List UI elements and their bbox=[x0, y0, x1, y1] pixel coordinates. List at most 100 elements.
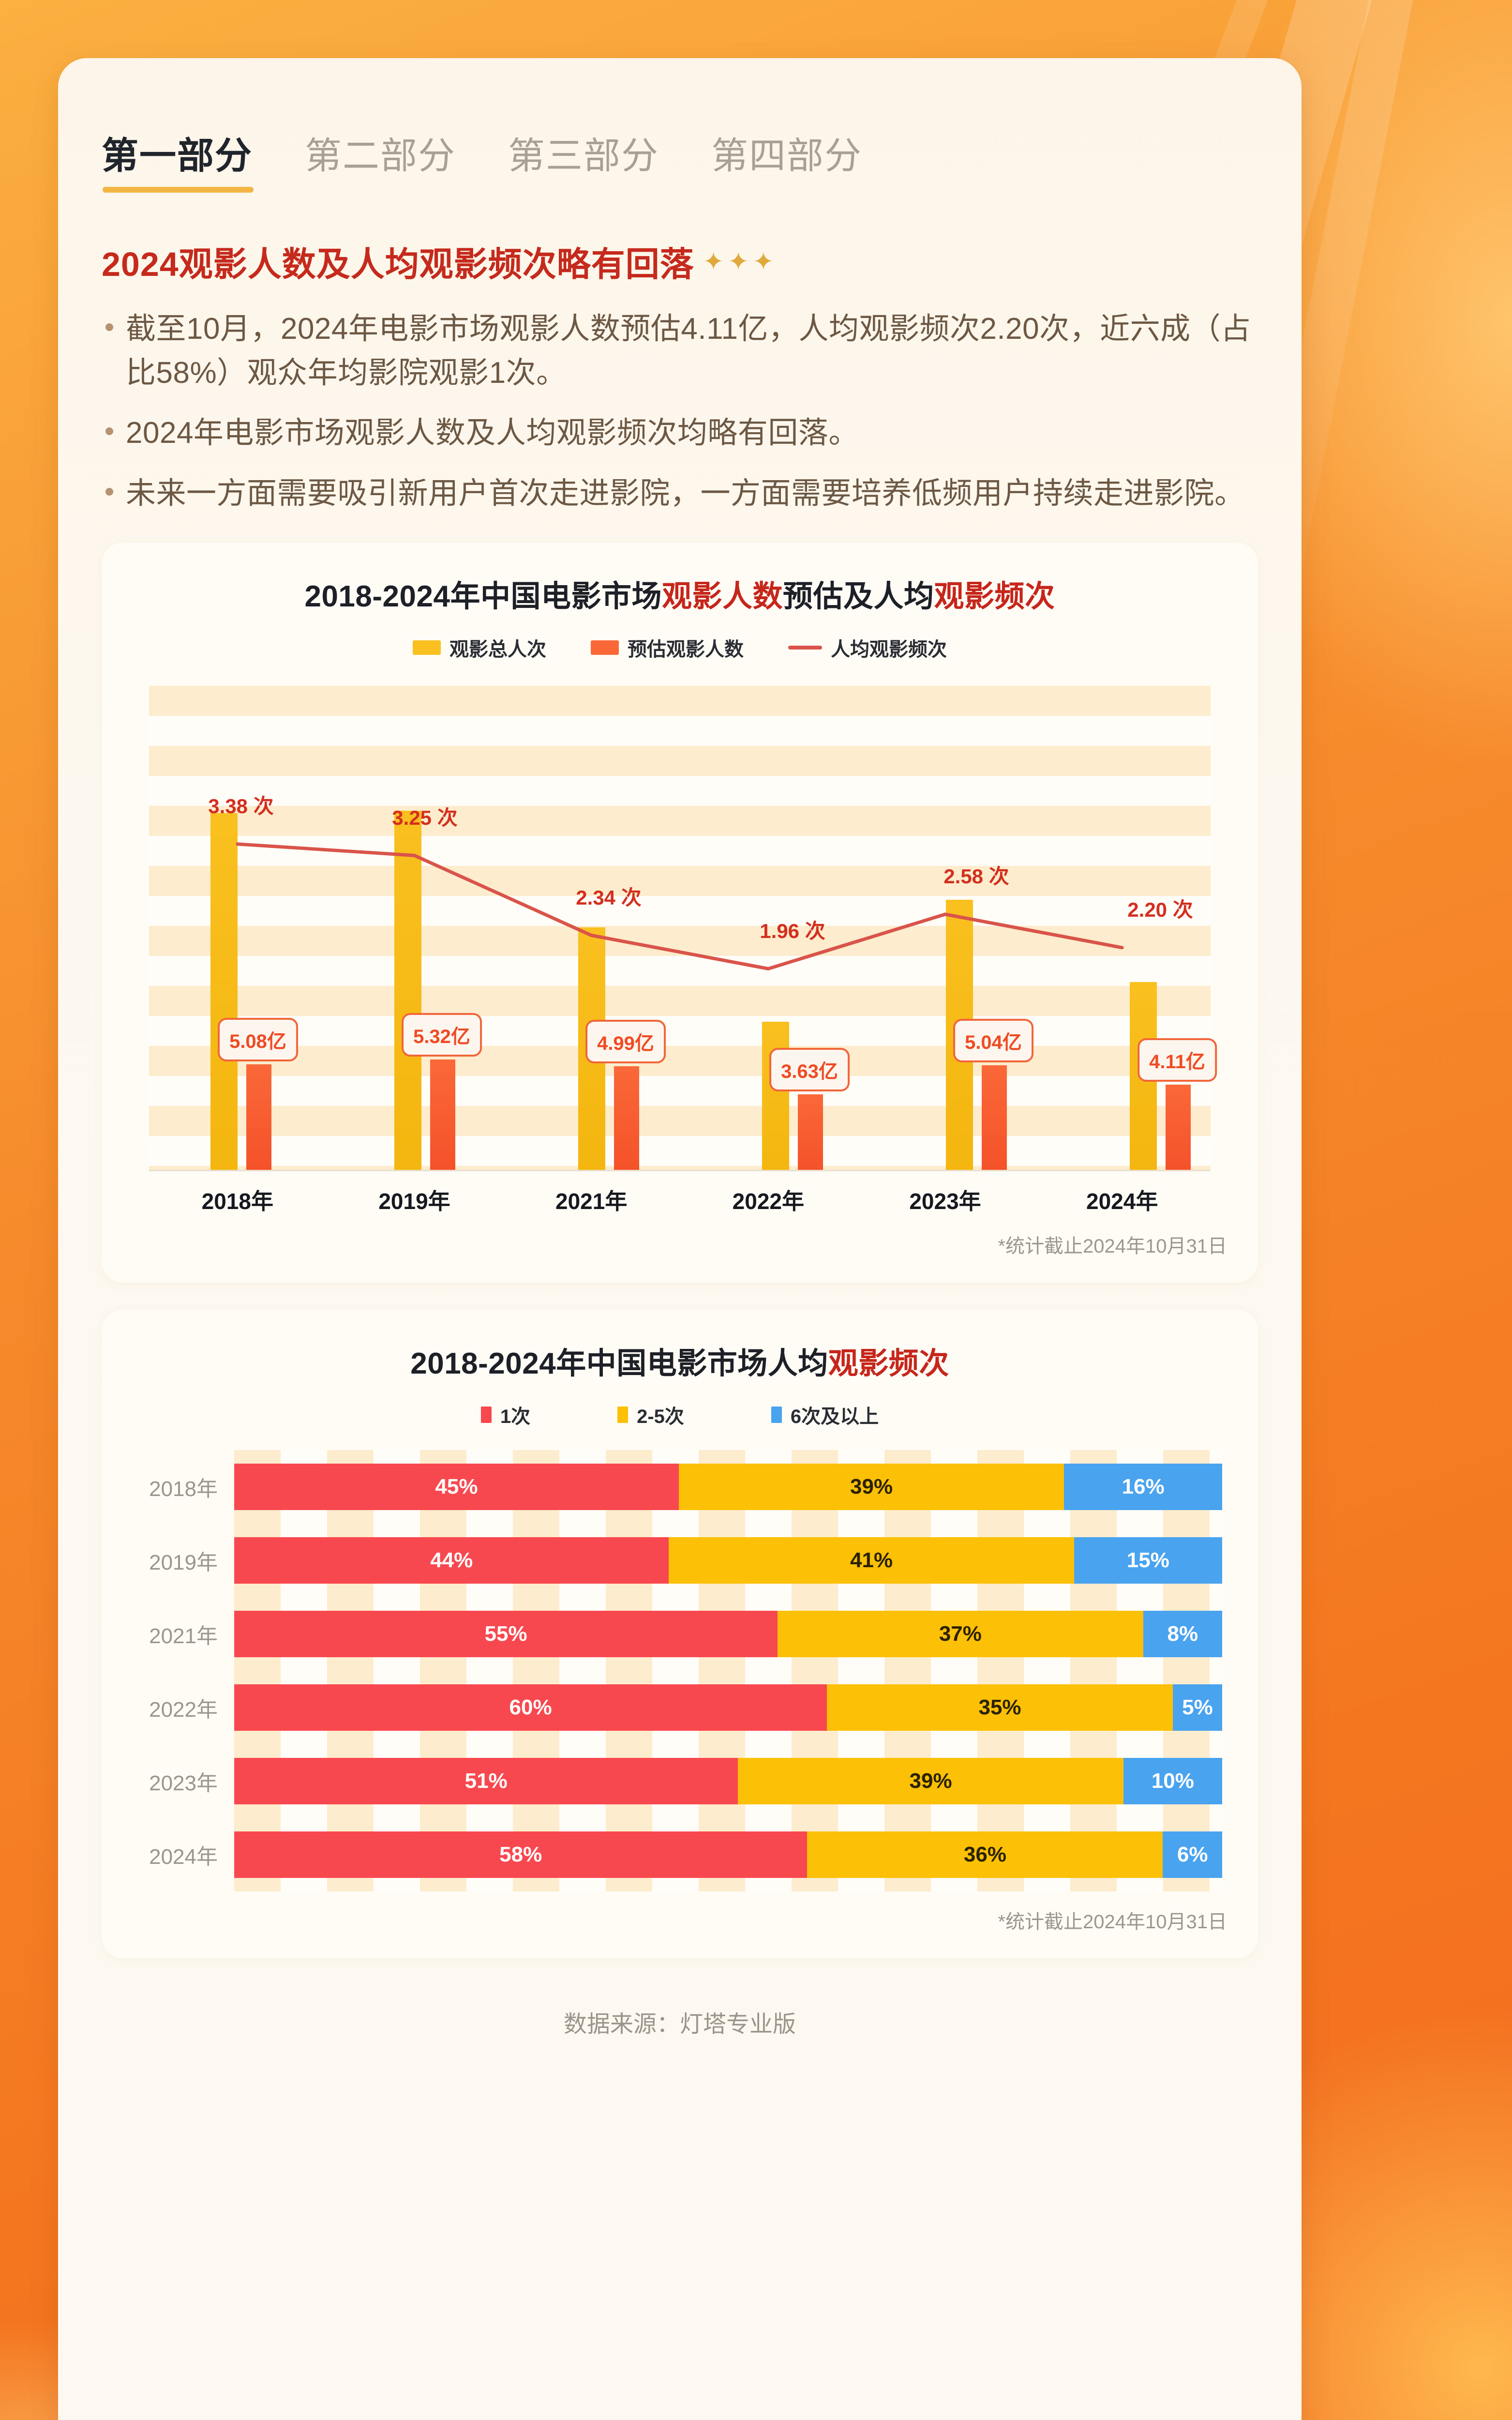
bullet-dot-icon bbox=[105, 427, 113, 436]
segment-two-to-five: 39% bbox=[678, 1464, 1064, 1511]
line-value-label: 3.25 次 bbox=[392, 806, 458, 829]
chart-title-highlight: 观影频次 bbox=[828, 1347, 949, 1381]
bullet-dot-icon bbox=[105, 487, 113, 496]
segment-two-to-five: 39% bbox=[738, 1758, 1123, 1805]
chart-footnote: *统计截止2024年10月31日 bbox=[998, 1236, 1227, 1257]
bar-value-label: 5.04亿 bbox=[953, 1019, 1033, 1063]
legend-item-six-plus[interactable]: 6次及以上 bbox=[771, 1401, 879, 1429]
bar-total-admissions bbox=[762, 1022, 789, 1170]
stacked-bar-row: 2018年 45% 39% 16% bbox=[137, 1450, 1222, 1524]
chart-legend: 1次 2-5次 6次及以上 bbox=[133, 1401, 1227, 1429]
chart-plot-area: 5.08亿 3.38 次 5.32亿 3.25 次 4.99亿 2.34 次 3.63亿 1.… bbox=[149, 686, 1217, 1170]
tab-label: 第三部分 bbox=[508, 136, 659, 177]
row-year-label: 2019年 bbox=[149, 1551, 218, 1575]
segment-six-plus: 16% bbox=[1064, 1464, 1222, 1511]
chart-title-highlight: 观影人数 bbox=[661, 580, 783, 614]
legend-label: 2-5次 bbox=[637, 1406, 684, 1428]
stacked-bar-chart: 2018年 45% 39% 16% 2019年 44% 41% 15% 2021年 55% 37% 8… bbox=[137, 1450, 1222, 1892]
list-item: 截至10月，2024年电影市场观影人数预估4.11亿，人均观影频次2.20次，近… bbox=[102, 307, 1258, 395]
stacked-bar: 44% 41% 15% bbox=[234, 1537, 1222, 1584]
segment-once: 45% bbox=[234, 1464, 679, 1511]
stacked-bar-row: 2021年 55% 37% 8% bbox=[137, 1597, 1222, 1671]
legend-swatch-icon bbox=[413, 640, 441, 655]
stacked-bar: 51% 39% 10% bbox=[234, 1758, 1222, 1805]
bar-value-label: 5.08亿 bbox=[218, 1018, 298, 1062]
chart-title-part: 预估及人均 bbox=[782, 580, 934, 614]
legend-swatch-icon bbox=[617, 1407, 629, 1423]
bar-value-label: 4.11亿 bbox=[1138, 1038, 1217, 1082]
chart-title-highlight: 观影频次 bbox=[934, 580, 1055, 614]
bar-value-label: 4.99亿 bbox=[585, 1020, 666, 1064]
row-year-label: 2023年 bbox=[149, 1771, 218, 1796]
tab-label: 第四部分 bbox=[711, 136, 862, 177]
row-year-label: 2022年 bbox=[149, 1698, 218, 1722]
stacked-bar-row: 2023年 51% 39% 10% bbox=[137, 1744, 1222, 1818]
x-axis-tick: 2023年 bbox=[909, 1189, 981, 1214]
legend-item-estimated-viewers[interactable]: 预估观影人数 bbox=[591, 634, 744, 662]
chart-title-part: 2018-2024年中国电影市场 bbox=[304, 580, 662, 614]
bar-value-label: 3.63亿 bbox=[769, 1048, 850, 1092]
segment-two-to-five: 41% bbox=[669, 1537, 1074, 1584]
chart-stripes bbox=[234, 1450, 1222, 1892]
stacked-bar: 55% 37% 8% bbox=[234, 1611, 1222, 1658]
tab-bar: 第一部分 第二部分 第三部分 第四部分 bbox=[102, 58, 1258, 193]
legend-item-two-to-five[interactable]: 2-5次 bbox=[617, 1401, 684, 1429]
line-value-label: 2.58 次 bbox=[943, 865, 1009, 888]
bullet-text: 2024年电影市场观影人数及人均观影频次均略有回落。 bbox=[126, 416, 859, 450]
headline-text: 2024观影人数及人均观影频次略有回落 bbox=[102, 245, 694, 283]
bullet-text: 截至10月，2024年电影市场观影人数预估4.11亿，人均观影频次2.20次，近… bbox=[126, 312, 1251, 390]
tab-label: 第一部分 bbox=[102, 136, 253, 177]
tab-part-2[interactable]: 第二部分 bbox=[305, 126, 456, 193]
legend-label: 人均观影频次 bbox=[831, 639, 947, 661]
tab-part-3[interactable]: 第三部分 bbox=[508, 126, 659, 193]
bar-estimated-viewers bbox=[430, 1059, 455, 1170]
sparkle-icon: ✦✦✦ bbox=[703, 247, 778, 276]
legend-item-avg-frequency[interactable]: 人均观影频次 bbox=[788, 634, 947, 662]
chart-footnote: *统计截止2024年10月31日 bbox=[998, 1911, 1227, 1933]
tab-label: 第二部分 bbox=[305, 136, 456, 177]
bar-group bbox=[210, 813, 271, 1170]
bar-group bbox=[762, 1022, 823, 1170]
segment-six-plus: 15% bbox=[1074, 1537, 1222, 1584]
chart-title-part: 2018-2024年中国电影市场人均 bbox=[410, 1347, 828, 1381]
data-source-text: 数据来源：灯塔专业版 bbox=[563, 2012, 796, 2038]
segment-once: 55% bbox=[234, 1611, 778, 1658]
legend-item-once[interactable]: 1次 bbox=[480, 1401, 530, 1429]
line-value-label: 2.34 次 bbox=[576, 886, 642, 909]
segment-two-to-five: 35% bbox=[827, 1684, 1173, 1731]
segment-once: 44% bbox=[234, 1537, 669, 1584]
bullet-list: 截至10月，2024年电影市场观影人数预估4.11亿，人均观影频次2.20次，近… bbox=[102, 307, 1258, 515]
bar-estimated-viewers bbox=[246, 1064, 271, 1170]
bar-value-label: 5.32亿 bbox=[402, 1013, 482, 1057]
stacked-bar-row: 2024年 58% 36% 6% bbox=[137, 1818, 1222, 1891]
line-value-label: 3.38 次 bbox=[208, 794, 274, 817]
combo-chart-panel: 2018-2024年中国电影市场观影人数预估及人均观影频次 观影总人次 预估观影… bbox=[102, 543, 1258, 1283]
section-headline: 2024观影人数及人均观影频次略有回落 ✦✦✦ bbox=[102, 237, 1258, 286]
x-axis-tick: 2021年 bbox=[555, 1189, 628, 1214]
tab-part-1[interactable]: 第一部分 bbox=[102, 126, 254, 193]
legend-item-total-admissions[interactable]: 观影总人次 bbox=[413, 634, 546, 662]
segment-two-to-five: 37% bbox=[778, 1611, 1143, 1658]
bullet-text: 未来一方面需要吸引新用户首次走进影院，一方面需要培养低频用户持续走进影院。 bbox=[126, 476, 1245, 510]
x-axis-labels: 2018年 2019年 2021年 2022年 2023年 2024年 bbox=[149, 1184, 1211, 1216]
x-axis-tick: 2024年 bbox=[1086, 1189, 1158, 1214]
segment-six-plus: 6% bbox=[1163, 1831, 1222, 1878]
segment-six-plus: 5% bbox=[1172, 1684, 1222, 1731]
stacked-bar-row: 2019年 44% 41% 15% bbox=[137, 1524, 1222, 1597]
row-year-label: 2021年 bbox=[149, 1624, 218, 1649]
bar-estimated-viewers bbox=[982, 1065, 1007, 1170]
bullet-dot-icon bbox=[105, 323, 113, 331]
bar-total-admissions bbox=[394, 811, 421, 1170]
legend-swatch-icon bbox=[480, 1407, 492, 1423]
row-year-label: 2018年 bbox=[149, 1477, 218, 1501]
x-axis-tick: 2022年 bbox=[732, 1189, 805, 1214]
stacked-chart-panel: 2018-2024年中国电影市场人均观影频次 1次 2-5次 6次及以上 201… bbox=[102, 1310, 1258, 1959]
tab-part-4[interactable]: 第四部分 bbox=[711, 126, 862, 193]
bar-estimated-viewers bbox=[1166, 1085, 1191, 1170]
list-item: 未来一方面需要吸引新用户首次走进影院，一方面需要培养低频用户持续走进影院。 bbox=[102, 472, 1258, 516]
chart-legend: 观影总人次 预估观影人数 人均观影频次 bbox=[133, 634, 1227, 662]
segment-once: 51% bbox=[234, 1758, 738, 1805]
legend-label: 6次及以上 bbox=[790, 1406, 879, 1428]
bar-estimated-viewers bbox=[614, 1066, 639, 1170]
bar-group bbox=[394, 811, 455, 1170]
